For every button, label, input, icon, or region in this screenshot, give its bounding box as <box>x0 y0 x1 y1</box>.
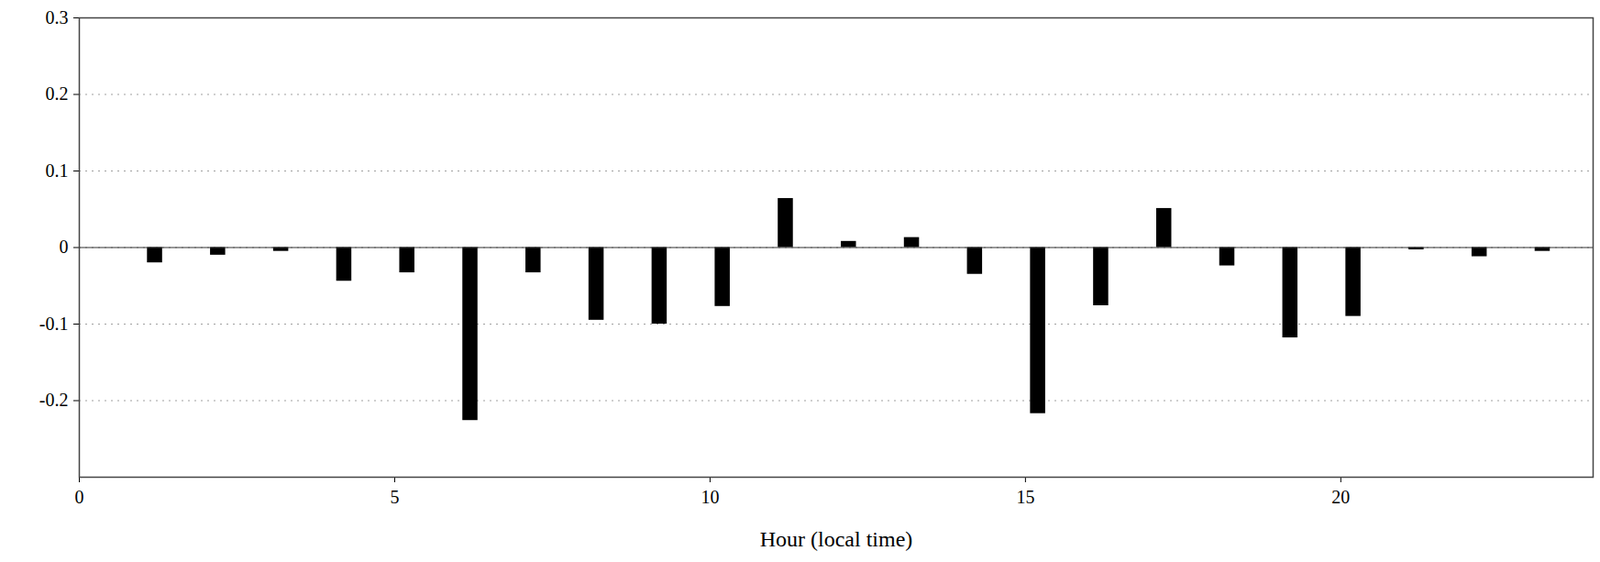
svg-text:5: 5 <box>389 486 399 508</box>
svg-text:0.3: 0.3 <box>45 7 69 28</box>
svg-text:0: 0 <box>59 236 69 257</box>
svg-text:-0.1: -0.1 <box>39 313 69 334</box>
svg-text:0: 0 <box>75 486 85 508</box>
svg-text:10: 10 <box>700 486 719 508</box>
svg-text:-0.2: -0.2 <box>39 389 69 410</box>
svg-text:0.1: 0.1 <box>45 160 69 181</box>
svg-text:Hour (local time): Hour (local time) <box>760 527 914 552</box>
svg-text:15: 15 <box>1015 486 1035 508</box>
svg-text:0.2: 0.2 <box>45 83 69 104</box>
svg-text:20: 20 <box>1331 486 1350 508</box>
